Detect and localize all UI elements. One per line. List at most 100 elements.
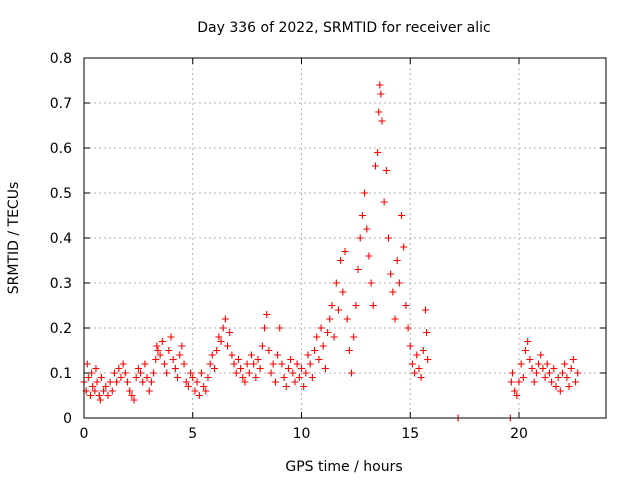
data-point: [234, 356, 242, 363]
y-tick-label: 0.4: [50, 231, 72, 247]
data-point: [171, 365, 179, 372]
data-point: [569, 356, 577, 363]
data-point: [134, 365, 142, 372]
data-point: [406, 342, 414, 350]
data-point: [545, 369, 553, 377]
data-point: [539, 365, 547, 372]
data-point: [191, 387, 199, 395]
data-point: [213, 347, 221, 354]
data-point: [387, 270, 395, 278]
data-point: [356, 234, 364, 242]
data-point: [374, 149, 382, 156]
data-point: [548, 378, 556, 386]
data-point: [117, 374, 125, 381]
data-point: [354, 266, 362, 273]
data-point: [302, 369, 310, 377]
data-point: [421, 306, 429, 314]
data-point: [315, 356, 323, 363]
data-point: [508, 369, 516, 377]
data-point: [339, 288, 347, 296]
data-point: [184, 383, 192, 390]
data-point: [284, 365, 292, 372]
data-point: [143, 374, 151, 381]
data-point: [239, 374, 247, 381]
data-point: [413, 351, 421, 359]
data-point: [221, 315, 229, 323]
data-point: [89, 383, 97, 390]
data-point: [377, 90, 385, 98]
data-point: [528, 365, 536, 372]
data-point: [411, 369, 419, 377]
data-point: [358, 212, 366, 219]
y-tick-label: 0: [63, 411, 72, 427]
y-tick-label: 0.7: [50, 96, 72, 112]
data-point: [293, 360, 301, 368]
data-point: [513, 392, 521, 399]
data-point: [326, 315, 334, 323]
data-point: [128, 392, 136, 399]
x-axis-label: GPS time / hours: [285, 459, 402, 475]
data-point: [100, 387, 108, 395]
data-point: [245, 369, 253, 377]
data-point: [247, 351, 255, 359]
data-point: [141, 360, 149, 368]
data-point: [139, 378, 147, 386]
data-point: [154, 347, 162, 354]
data-point: [532, 369, 540, 377]
data-point: [119, 360, 127, 368]
data-point: [574, 369, 582, 377]
data-point: [215, 333, 223, 341]
data-point: [226, 329, 234, 336]
y-axis-label: SRMTID / TECUs: [6, 182, 22, 295]
data-point: [361, 189, 369, 197]
data-point: [132, 374, 140, 381]
data-point: [189, 374, 197, 381]
data-point: [276, 324, 284, 332]
data-point: [419, 347, 427, 354]
data-point: [110, 369, 118, 377]
data-point: [167, 333, 175, 341]
data-point: [563, 374, 571, 381]
x-tick-label: 20: [510, 426, 528, 442]
data-point: [250, 360, 258, 368]
data-point: [163, 369, 171, 377]
data-point: [324, 329, 332, 336]
y-tick-label: 0.1: [50, 366, 72, 382]
y-tick-label: 0.5: [50, 186, 72, 202]
data-point: [224, 342, 232, 350]
data-point: [211, 365, 218, 372]
data-point: [261, 324, 269, 332]
data-point: [254, 356, 262, 363]
data-point: [350, 333, 358, 341]
data-point: [291, 378, 299, 386]
data-point: [330, 333, 338, 341]
data-point: [228, 351, 236, 359]
data-point: [158, 338, 166, 345]
data-point: [371, 162, 379, 170]
data-point: [160, 360, 168, 368]
data-point: [263, 311, 271, 318]
data-point: [182, 378, 190, 386]
data-point: [258, 342, 266, 350]
data-point: [561, 360, 569, 368]
data-point: [507, 378, 515, 386]
data-point: [332, 279, 340, 287]
data-point: [200, 383, 208, 390]
data-point: [241, 378, 249, 386]
data-point: [153, 342, 161, 350]
data-point: [352, 302, 360, 309]
data-point: [306, 360, 314, 368]
data-point: [554, 374, 562, 381]
x-tick-label: 5: [188, 426, 197, 442]
data-point: [84, 374, 92, 381]
data-point: [145, 387, 153, 395]
data-point: [378, 117, 386, 125]
data-point: [130, 396, 138, 404]
data-point: [391, 315, 399, 323]
y-tick-label: 0.6: [50, 141, 72, 157]
data-point: [317, 324, 325, 332]
data-point: [515, 378, 523, 386]
data-point: [147, 378, 155, 386]
data-point: [287, 356, 295, 363]
